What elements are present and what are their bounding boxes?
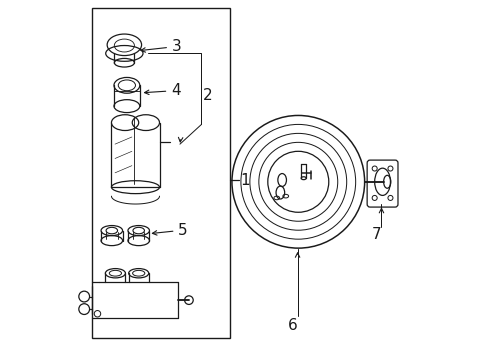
Text: 6: 6	[287, 318, 297, 333]
Text: 1: 1	[240, 172, 249, 188]
Text: 3: 3	[172, 39, 182, 54]
Text: 4: 4	[171, 83, 180, 98]
Text: 7: 7	[371, 227, 381, 242]
Text: 2: 2	[203, 88, 212, 103]
Text: 5: 5	[178, 223, 187, 238]
Bar	[92, 8, 230, 338]
